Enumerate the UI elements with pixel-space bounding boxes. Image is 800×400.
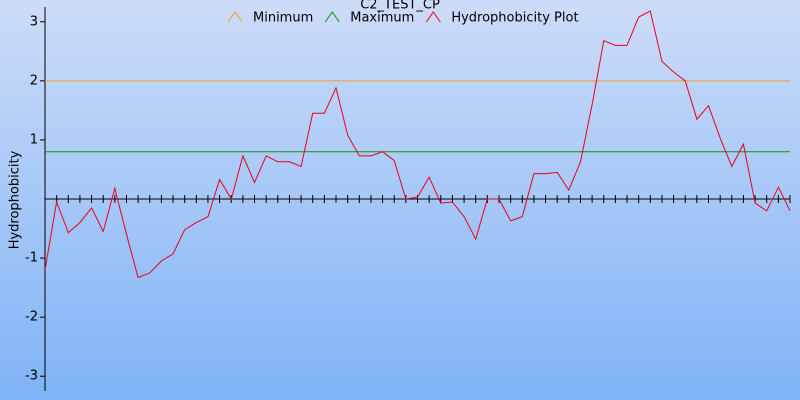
legend-label: Minimum [253,11,313,26]
y-tick-label: 2 [30,73,38,88]
y-tick-label: 1 [30,132,38,147]
legend-icon [227,11,243,23]
legend-label: Hydrophobicity Plot [451,11,578,26]
legend-icon [425,11,441,23]
legend-label: Maximum [350,11,414,26]
legend-icon [324,11,340,23]
y-tick-label: 3 [30,14,38,29]
chart-title: C2_TEST_CP [360,0,440,13]
y-tick-label: -3 [25,369,38,384]
data-line [44,10,791,279]
y-tick-label: -1 [25,251,38,266]
y-tick-label: -2 [25,310,38,325]
y-axis-label: Hydrophobicity [8,150,23,249]
